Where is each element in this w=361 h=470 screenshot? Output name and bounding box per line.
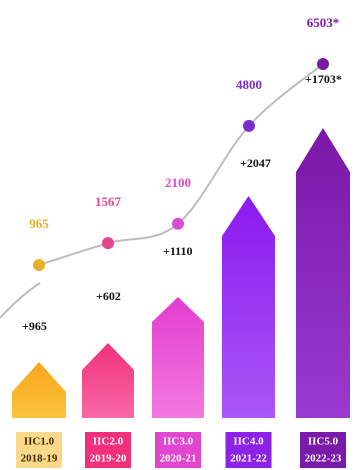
category-box	[155, 432, 201, 468]
point	[172, 217, 184, 230]
column	[152, 297, 204, 418]
category-box	[300, 432, 346, 468]
category-label: IIC3.0	[163, 436, 194, 448]
category-label: IIC4.0	[233, 436, 264, 448]
value-label: 6503*	[307, 15, 340, 30]
category-label: IIC1.0	[24, 436, 55, 448]
value-label: 965	[29, 216, 49, 231]
value-label: 2100	[165, 175, 191, 190]
period-label: 2020-21	[160, 453, 197, 465]
increment-label: +2047	[240, 156, 271, 170]
line-lead	[0, 282, 41, 319]
column	[296, 128, 350, 418]
increment-label: +965	[22, 319, 47, 333]
period-label: 2018-19	[21, 453, 58, 465]
increment-label: +602	[96, 289, 121, 303]
category-box	[16, 432, 62, 468]
column	[12, 362, 66, 418]
line	[38, 63, 324, 266]
period-label: 2021-22	[230, 453, 267, 465]
category-box	[85, 432, 131, 468]
category-box	[225, 432, 272, 468]
value-label: 4800	[236, 77, 262, 92]
column	[82, 343, 134, 418]
value-label: 1567	[95, 194, 122, 209]
category-label: IIC5.0	[308, 436, 339, 448]
increment-label: +1110	[163, 244, 193, 258]
increment-label: +1703*	[305, 72, 342, 86]
column	[222, 196, 275, 418]
point	[102, 237, 114, 250]
point	[33, 258, 45, 271]
point	[243, 119, 255, 132]
category-label: IIC2.0	[93, 436, 124, 448]
period-label: 2019-20	[90, 453, 127, 465]
period-label: 2022-23	[305, 453, 342, 465]
point	[317, 58, 329, 71]
